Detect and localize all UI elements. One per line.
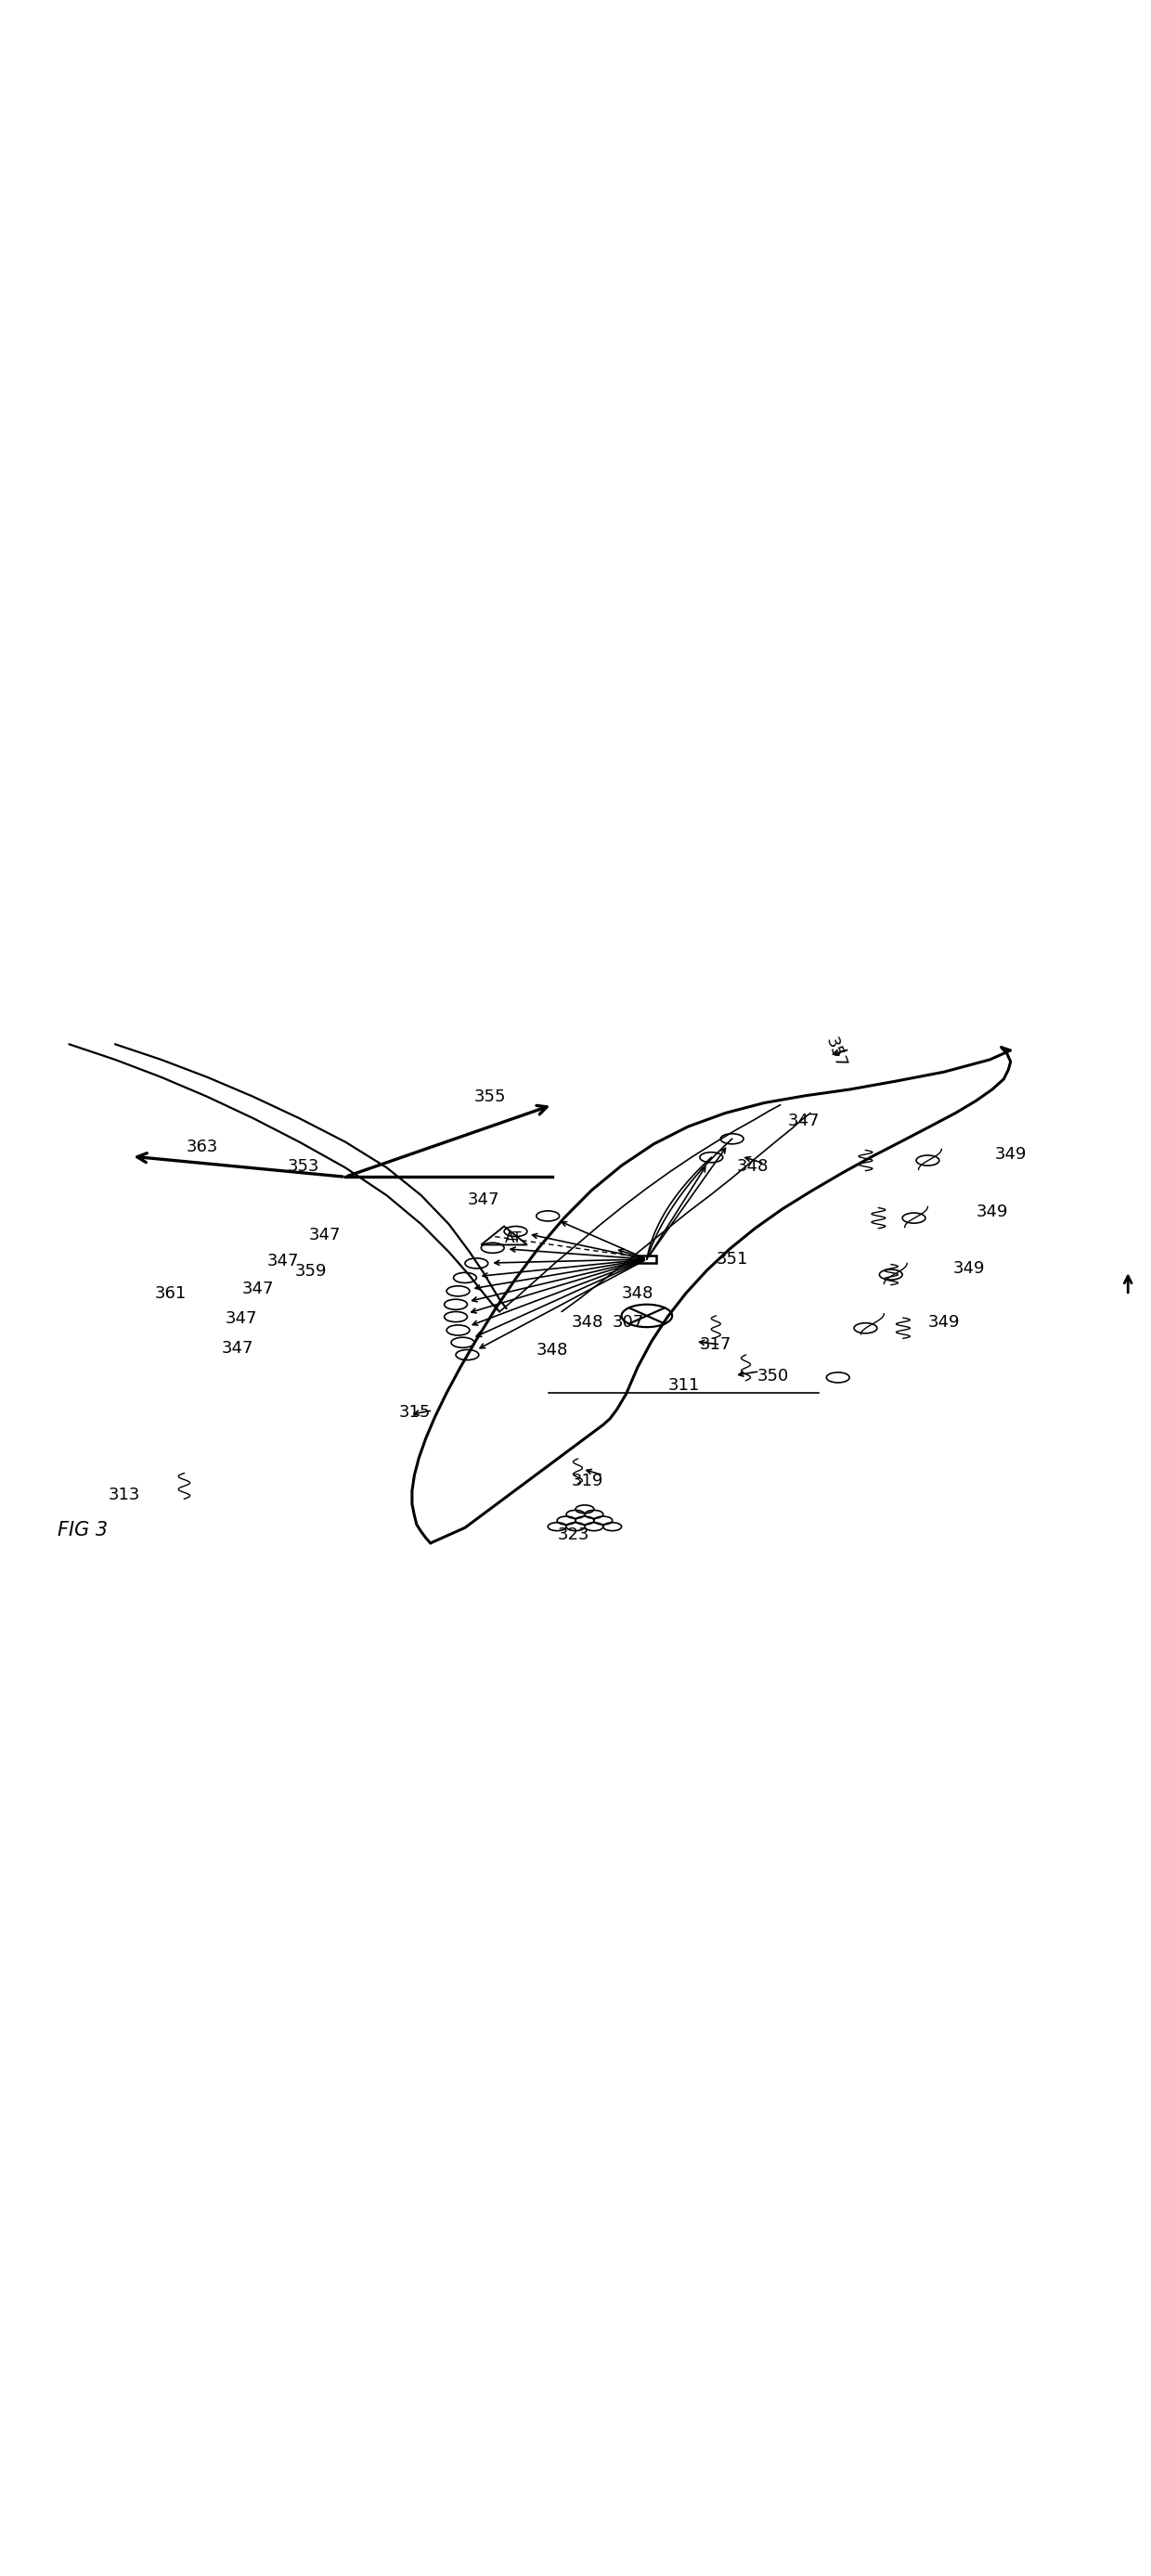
Bar — [638, 1255, 656, 1262]
Text: 348: 348 — [737, 1159, 769, 1175]
Text: 348: 348 — [571, 1314, 603, 1329]
Text: 361: 361 — [154, 1285, 186, 1301]
Text: 348: 348 — [622, 1285, 654, 1301]
Text: 349: 349 — [976, 1203, 1008, 1221]
Text: 347: 347 — [787, 1113, 820, 1131]
Text: 311: 311 — [668, 1378, 700, 1394]
Text: 355: 355 — [474, 1087, 506, 1105]
Text: 323: 323 — [557, 1528, 589, 1543]
Text: 351: 351 — [716, 1252, 748, 1267]
Text: 347: 347 — [242, 1280, 274, 1298]
Text: 349: 349 — [953, 1260, 985, 1278]
Text: FIG 3: FIG 3 — [58, 1520, 108, 1538]
Text: 347: 347 — [226, 1311, 258, 1327]
Text: 353: 353 — [288, 1159, 320, 1175]
Text: 347: 347 — [467, 1190, 500, 1208]
Text: 319: 319 — [571, 1473, 603, 1489]
Text: 348: 348 — [536, 1342, 569, 1358]
Text: 315: 315 — [398, 1404, 430, 1422]
Text: 363: 363 — [186, 1139, 219, 1157]
Text: AT: AT — [504, 1231, 523, 1247]
Text: 359: 359 — [295, 1262, 327, 1280]
Text: 347: 347 — [221, 1340, 253, 1358]
Text: 347: 347 — [308, 1226, 341, 1244]
Text: 357: 357 — [822, 1036, 849, 1069]
Text: 347: 347 — [267, 1252, 299, 1270]
Text: 350: 350 — [757, 1368, 790, 1386]
Text: 307: 307 — [612, 1314, 645, 1329]
Text: 349: 349 — [994, 1146, 1027, 1162]
Text: 349: 349 — [928, 1314, 960, 1329]
Text: 313: 313 — [108, 1486, 140, 1504]
Text: 317: 317 — [700, 1337, 732, 1352]
